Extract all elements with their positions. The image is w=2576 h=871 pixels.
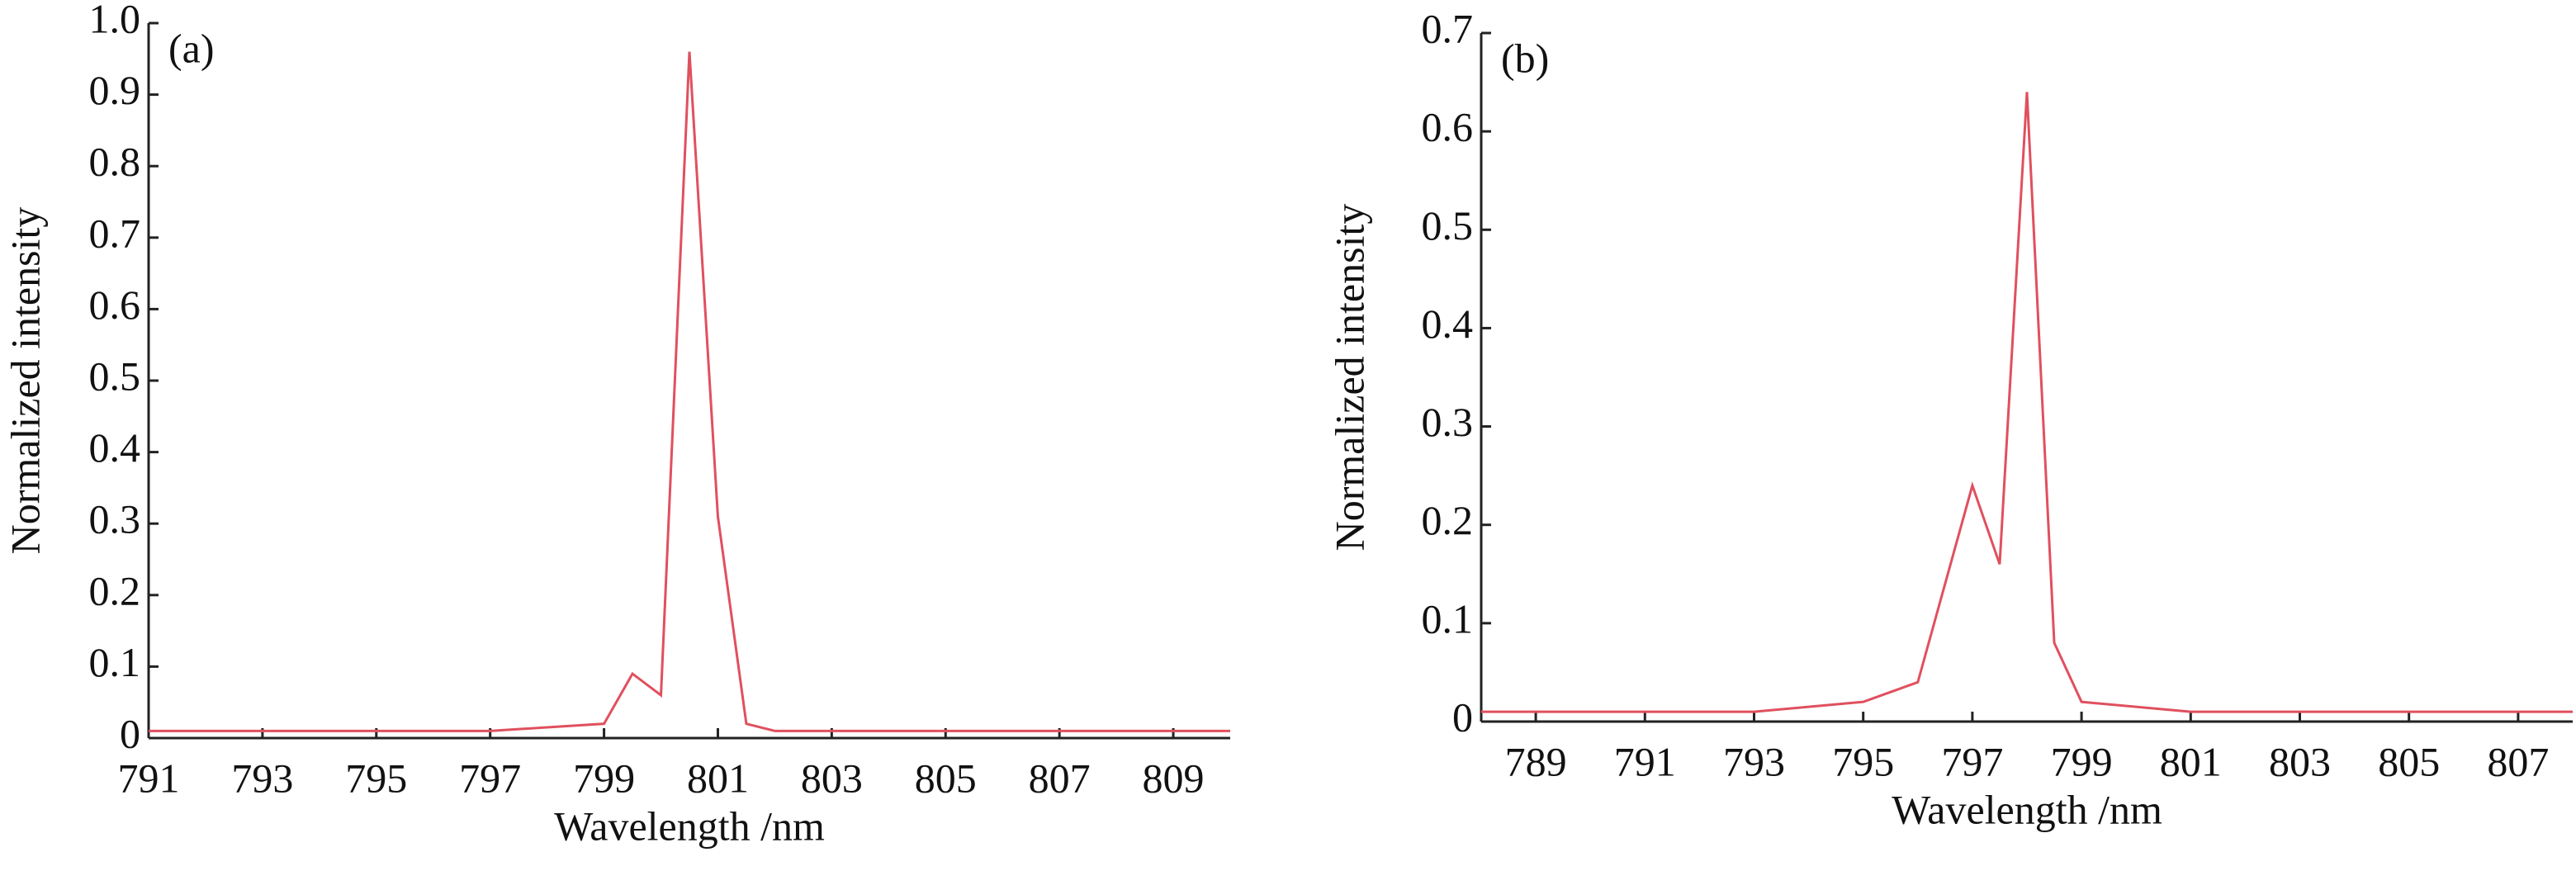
x-tick-label: 805 <box>2378 738 2440 784</box>
x-tick-label: 797 <box>459 755 521 801</box>
y-tick-label: 0.4 <box>89 424 141 471</box>
x-tick-label: 789 <box>1505 738 1567 784</box>
y-tick-label: 1.0 <box>89 0 141 41</box>
y-tick-label: 0 <box>1452 693 1473 740</box>
x-tick-label: 803 <box>2269 738 2331 784</box>
y-tick-label: 0.3 <box>1422 399 1474 445</box>
x-tick-label: 799 <box>2051 738 2113 784</box>
y-tick-label: 0.5 <box>1422 202 1474 249</box>
y-tick-label: 0.5 <box>89 353 141 399</box>
x-tick-label: 807 <box>2487 738 2549 784</box>
x-tick-label: 803 <box>801 755 863 801</box>
x-tick-label: 809 <box>1143 755 1205 801</box>
y-tick-label: 0 <box>120 710 140 756</box>
x-tick-label: 797 <box>1941 738 2003 784</box>
y-axis-label: Normalized intensity <box>2 207 48 555</box>
x-tick-label: 791 <box>1614 738 1676 784</box>
x-tick-label: 791 <box>118 755 180 801</box>
y-tick-label: 0.8 <box>89 139 141 185</box>
y-tick-label: 0.3 <box>89 496 141 542</box>
y-tick-label: 0.6 <box>1422 104 1474 150</box>
x-axis-label: Wavelength /nm <box>554 802 825 849</box>
y-tick-label: 0.7 <box>89 210 141 256</box>
y-tick-label: 0.6 <box>89 282 141 328</box>
data-line <box>149 51 1230 732</box>
x-tick-label: 795 <box>1832 738 1894 784</box>
chart-panel: 0 0.1 0.2 0.3 0.4 0.5 0.6 0.7 789 791 793 795 797 799… <box>1326 5 2573 832</box>
y-tick-label: 0.2 <box>1422 497 1474 543</box>
x-tick-label: 801 <box>687 755 749 801</box>
panel-label: (b) <box>1501 35 1549 81</box>
x-tick-label: 793 <box>231 755 293 801</box>
x-tick-label: 799 <box>573 755 635 801</box>
chart-panel: 0 0.1 0.2 0.3 0.4 0.5 0.6 0.7 0.8 0.9 1.0 791 793 795… <box>2 0 1230 849</box>
y-tick-label: 0.1 <box>89 639 141 685</box>
y-tick-label: 0.4 <box>1422 301 1474 347</box>
panel-label: (a) <box>168 25 215 71</box>
x-axis-label: Wavelength /nm <box>1892 786 2162 832</box>
y-tick-label: 0.7 <box>1422 5 1474 51</box>
x-tick-label: 805 <box>915 755 977 801</box>
data-line <box>1481 92 2573 713</box>
x-tick-label: 793 <box>1723 738 1785 784</box>
x-tick-label: 807 <box>1029 755 1091 801</box>
x-tick-label: 801 <box>2160 738 2222 784</box>
y-tick-label: 0.9 <box>89 67 141 113</box>
y-tick-label: 0.2 <box>89 567 141 613</box>
y-tick-label: 0.1 <box>1422 595 1474 641</box>
y-axis-label: Normalized intensity <box>1326 204 1372 551</box>
x-tick-label: 795 <box>345 755 407 801</box>
